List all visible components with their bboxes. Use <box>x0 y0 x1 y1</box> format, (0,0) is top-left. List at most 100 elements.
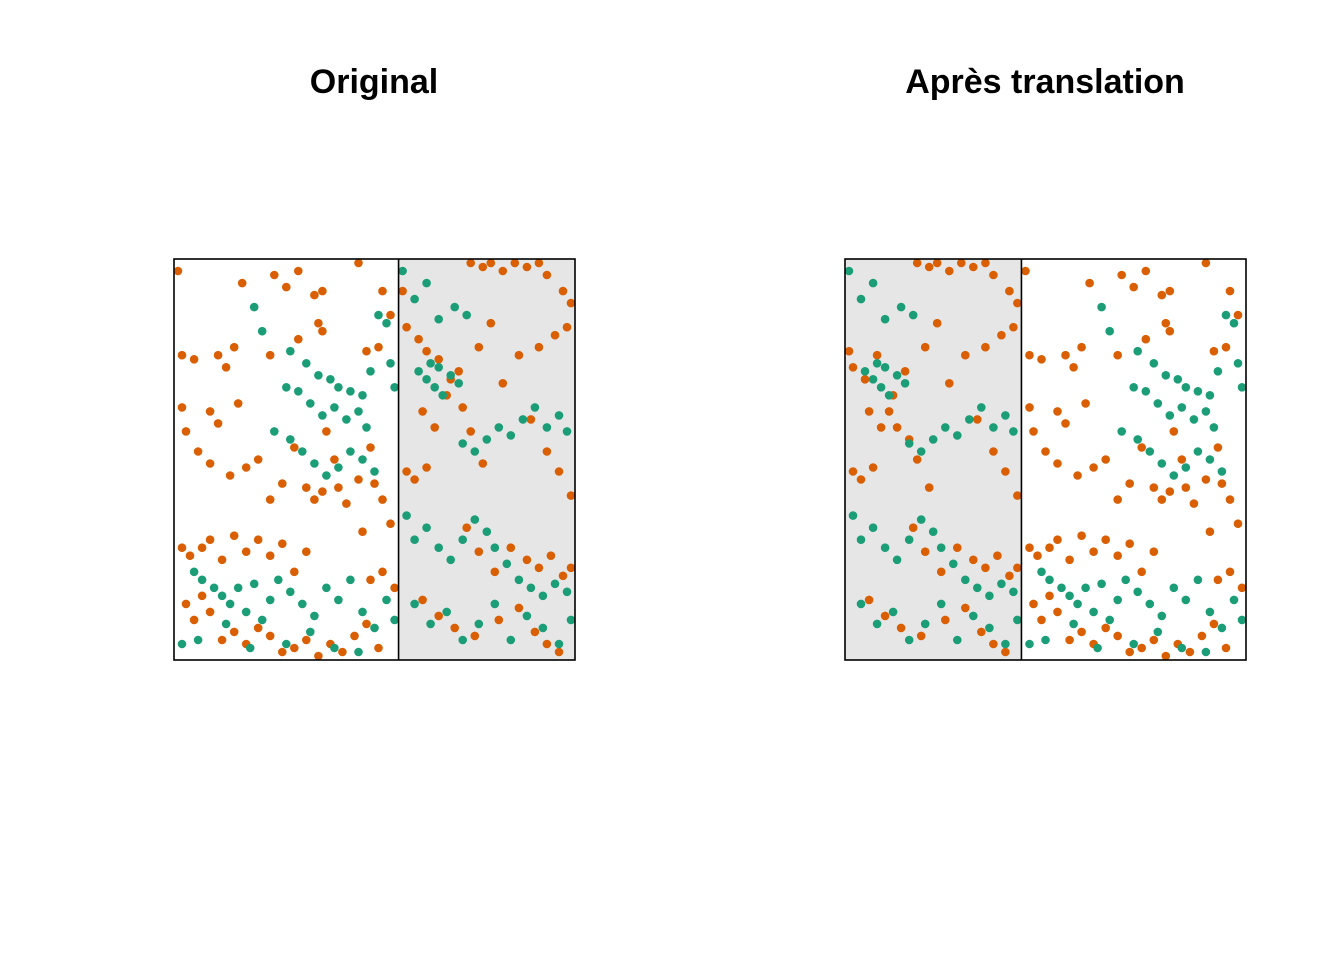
data-point <box>426 619 435 629</box>
data-point <box>278 647 287 657</box>
data-point <box>274 575 283 585</box>
data-point <box>550 330 560 340</box>
data-point <box>253 623 263 633</box>
data-point <box>904 439 914 448</box>
data-point <box>981 342 990 352</box>
data-point <box>892 371 902 380</box>
data-point <box>418 407 427 416</box>
data-point <box>482 435 492 444</box>
data-point <box>530 627 540 637</box>
data-point <box>1205 391 1215 400</box>
data-point <box>566 298 576 308</box>
data-point <box>193 635 203 645</box>
data-point <box>358 391 367 400</box>
data-point <box>892 423 902 432</box>
data-point <box>1189 415 1199 424</box>
data-point <box>558 571 568 581</box>
data-point <box>1149 359 1159 368</box>
data-point <box>482 527 492 536</box>
data-point <box>342 499 351 508</box>
data-point <box>434 611 444 621</box>
data-point <box>1237 383 1247 392</box>
data-point <box>1221 643 1231 653</box>
data-point <box>1209 619 1219 629</box>
data-point <box>386 310 395 320</box>
data-point <box>856 535 866 544</box>
data-point <box>1097 579 1106 589</box>
data-point <box>330 643 339 653</box>
data-point <box>229 342 239 352</box>
data-point <box>1081 583 1090 593</box>
data-point <box>486 258 496 268</box>
data-point <box>562 322 572 332</box>
data-point <box>454 379 464 388</box>
data-point <box>566 615 576 625</box>
data-point <box>1161 318 1171 328</box>
data-point <box>868 463 878 472</box>
data-point <box>522 555 532 565</box>
data-point <box>1193 447 1203 456</box>
data-point <box>1141 266 1151 276</box>
data-point <box>1217 623 1227 633</box>
data-point <box>1157 495 1167 504</box>
data-point <box>177 639 187 649</box>
data-point <box>1181 483 1191 492</box>
data-point <box>969 611 978 621</box>
data-point <box>422 463 431 472</box>
data-point <box>354 407 363 416</box>
data-point <box>1025 543 1034 552</box>
data-point <box>249 302 259 312</box>
data-point <box>1157 611 1167 621</box>
data-point <box>1225 495 1235 504</box>
data-point <box>928 435 938 444</box>
data-point <box>896 302 906 312</box>
data-point <box>920 619 930 629</box>
data-point <box>957 258 966 268</box>
data-point <box>233 583 243 593</box>
data-point <box>282 639 291 649</box>
data-point <box>868 375 878 384</box>
data-point <box>265 631 275 641</box>
points-layer <box>173 258 576 661</box>
data-point <box>177 543 187 552</box>
data-point <box>1201 647 1211 657</box>
data-point <box>961 575 970 585</box>
data-point <box>542 423 552 432</box>
data-point <box>1217 479 1227 488</box>
data-point <box>278 479 287 488</box>
data-point <box>314 371 323 380</box>
data-point <box>932 258 942 268</box>
data-point <box>490 567 500 577</box>
data-point <box>973 415 982 424</box>
data-point <box>1137 643 1146 653</box>
data-point <box>542 447 552 456</box>
data-point <box>1013 491 1022 500</box>
data-point <box>205 607 215 617</box>
data-point <box>989 639 998 649</box>
data-point <box>510 258 520 268</box>
data-point <box>562 587 572 597</box>
data-point <box>1233 310 1243 320</box>
data-point <box>286 346 295 356</box>
data-point <box>382 318 391 328</box>
data-point <box>314 318 323 328</box>
data-point <box>1145 447 1155 456</box>
data-point <box>920 342 930 352</box>
data-point <box>924 483 934 492</box>
data-point <box>330 403 339 412</box>
data-point <box>358 527 367 536</box>
data-point <box>953 543 962 552</box>
data-point <box>1141 387 1151 396</box>
data-point <box>354 475 363 484</box>
data-point <box>1233 359 1243 368</box>
data-point <box>506 431 516 440</box>
data-point <box>981 258 990 268</box>
panel-title: Après translation <box>905 63 1185 101</box>
data-point <box>514 575 524 585</box>
data-point <box>558 286 568 296</box>
data-point <box>342 415 351 424</box>
data-point <box>1021 266 1030 276</box>
data-point <box>924 262 934 272</box>
data-point <box>566 491 576 500</box>
data-point <box>366 367 375 376</box>
